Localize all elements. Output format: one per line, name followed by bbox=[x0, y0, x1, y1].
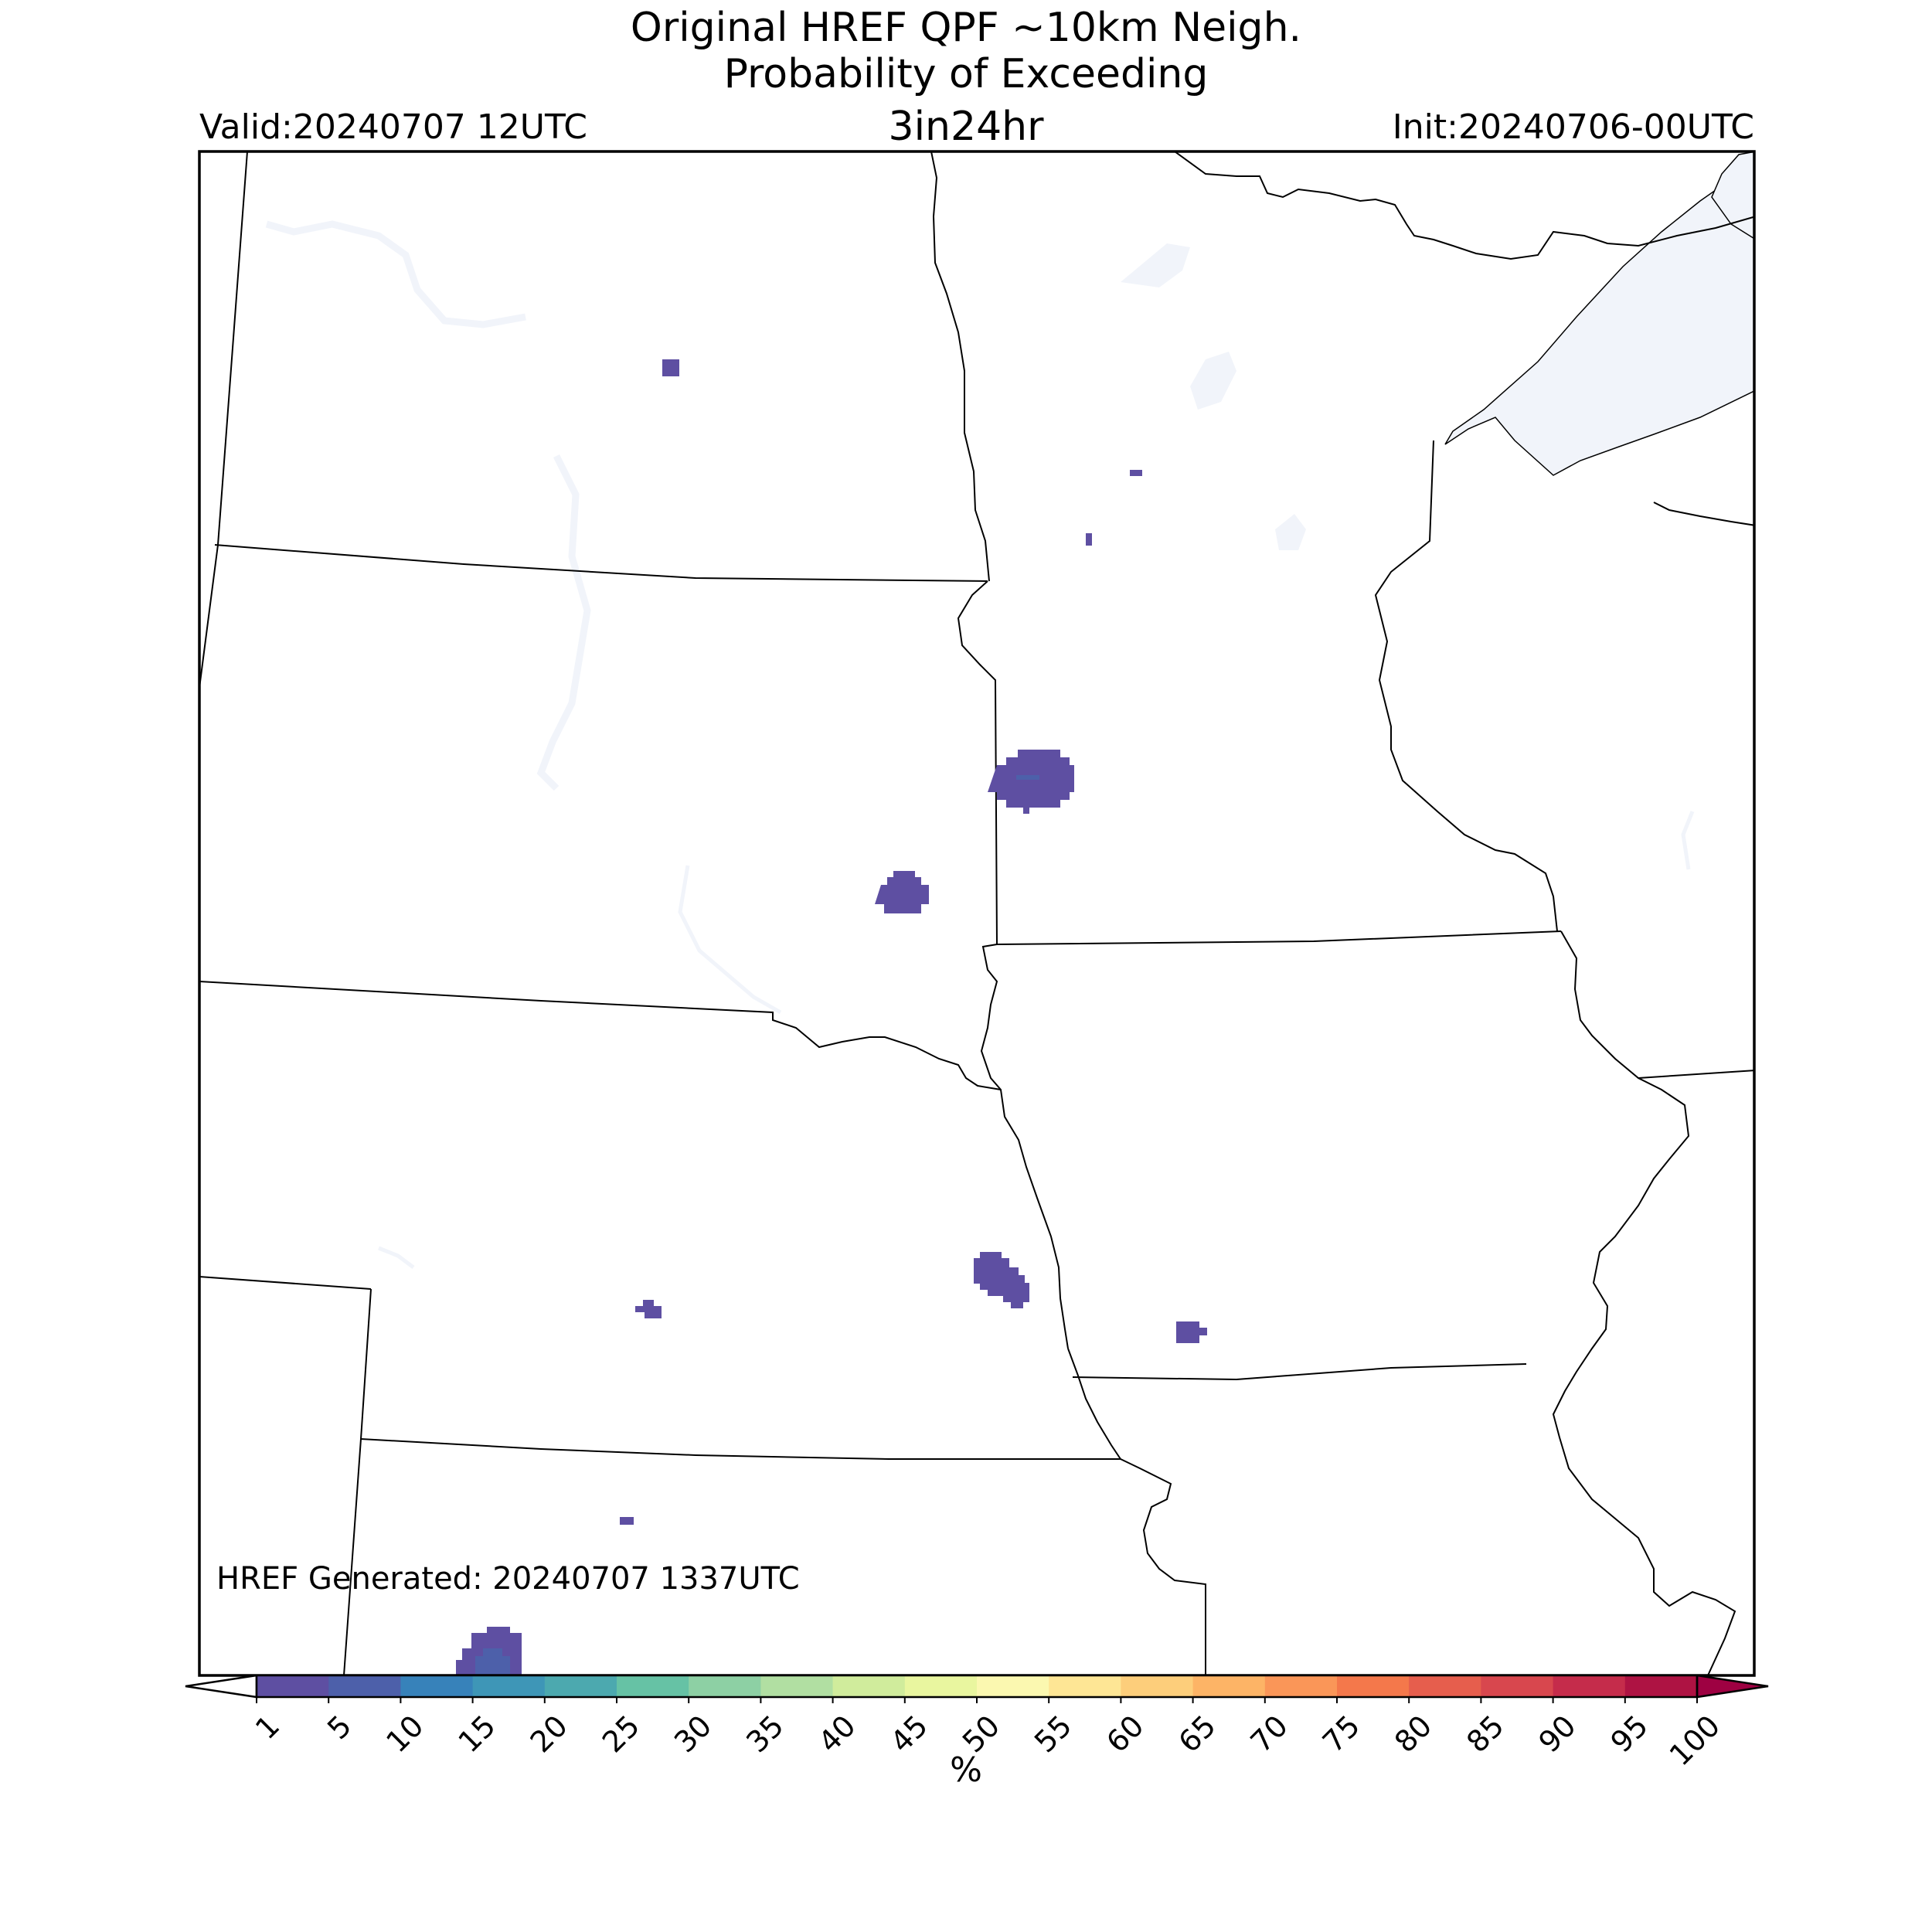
colorbar-swatch bbox=[1121, 1675, 1194, 1697]
upper-red-lake bbox=[1190, 352, 1236, 410]
wi-mi-border bbox=[1653, 502, 1754, 526]
colorbar-tick-label: 5 bbox=[321, 1709, 358, 1746]
mn-wi-border bbox=[1374, 440, 1558, 932]
colorbar-swatch bbox=[472, 1675, 546, 1697]
prob-area-nd bbox=[662, 359, 679, 376]
co-ne-border bbox=[343, 1288, 372, 1675]
prob-area-mn-sw-core bbox=[1016, 775, 1039, 780]
prob-area-ks bbox=[620, 1517, 634, 1525]
colorbar-swatch bbox=[977, 1675, 1049, 1697]
mn-north-border bbox=[1174, 151, 1754, 260]
mn-ia-border bbox=[996, 930, 1562, 945]
prob-area-ks-south-core bbox=[475, 1648, 510, 1675]
colorbar-swatch bbox=[400, 1675, 474, 1697]
lake-of-the-woods bbox=[1121, 243, 1190, 287]
niobrara-river bbox=[378, 1246, 415, 1269]
prob-area-ia-sw bbox=[1176, 1321, 1207, 1343]
colorbar-swatch bbox=[257, 1675, 329, 1697]
valid-time-label: Valid:20240707 12UTC bbox=[199, 107, 588, 147]
map-title-line3: 3in24hr bbox=[888, 104, 1044, 150]
prob-area-mn-sw bbox=[988, 750, 1074, 814]
colorbar-swatch bbox=[1264, 1675, 1338, 1697]
init-time-label: Init:20240706-00UTC bbox=[1392, 107, 1754, 147]
colorbar-swatch bbox=[617, 1675, 689, 1697]
prob-area-sd-east bbox=[875, 871, 929, 913]
colorbar-unit-label: % bbox=[950, 1750, 982, 1790]
colorbar-swatch bbox=[1409, 1675, 1481, 1697]
ia-il-border bbox=[1552, 930, 1736, 1675]
prob-area-mn-north bbox=[1130, 470, 1142, 476]
map-title-line2: Probability of Exceeding bbox=[723, 51, 1209, 97]
colorbar-swatch bbox=[904, 1675, 978, 1697]
ia-mo-border bbox=[1072, 1363, 1527, 1381]
montana-nd-border bbox=[199, 151, 248, 689]
water-bodies bbox=[265, 151, 1754, 1269]
ne-ks-border bbox=[360, 1438, 1121, 1460]
sd-ia-border bbox=[980, 944, 1069, 1349]
colorbar-swatch bbox=[689, 1675, 761, 1697]
lake-oahe bbox=[536, 454, 591, 791]
colorbar-tick-label: 1 bbox=[249, 1709, 286, 1746]
state-borders bbox=[199, 151, 1754, 1675]
colorbar-swatch bbox=[1624, 1675, 1698, 1697]
map-title-line1: Original HREF QPF ~10km Neigh. bbox=[630, 5, 1302, 51]
colorbar-over-extend bbox=[1696, 1674, 1769, 1699]
missouri-river-sd bbox=[678, 865, 782, 1015]
wisconsin-river bbox=[1681, 811, 1695, 870]
colorbar-swatch bbox=[1049, 1675, 1121, 1697]
mn-nd-border bbox=[930, 151, 990, 582]
prob-area-ne-east bbox=[974, 1252, 1029, 1308]
colorbar-under-extend bbox=[185, 1674, 258, 1699]
prob-area-mn-north2 bbox=[1086, 533, 1092, 546]
nd-sd-border bbox=[214, 544, 988, 582]
lake-superior bbox=[1444, 166, 1754, 476]
colorbar-swatch bbox=[760, 1675, 834, 1697]
generated-time-label: HREF Generated: 20240707 1337UTC bbox=[216, 1561, 800, 1597]
ne-mo-border bbox=[1067, 1348, 1206, 1675]
colorbar-swatch bbox=[1337, 1675, 1410, 1697]
colorbar-swatch bbox=[1192, 1675, 1266, 1697]
mille-lacs-lake bbox=[1275, 514, 1306, 550]
prob-area-ne-west bbox=[635, 1300, 662, 1318]
colorbar-swatch bbox=[832, 1675, 906, 1697]
lake-sakakawea bbox=[265, 220, 526, 328]
colorbar-swatch bbox=[328, 1675, 401, 1697]
sd-ne-border bbox=[199, 981, 1002, 1090]
colorbar-swatch bbox=[1481, 1675, 1554, 1697]
colorbar-swatch bbox=[1553, 1675, 1626, 1697]
mn-sd-border bbox=[957, 580, 998, 945]
probability-contours bbox=[456, 359, 1207, 1675]
wy-ne-border bbox=[199, 1276, 372, 1290]
colorbar-swatch bbox=[544, 1675, 617, 1697]
wi-il-border bbox=[1638, 1070, 1754, 1079]
